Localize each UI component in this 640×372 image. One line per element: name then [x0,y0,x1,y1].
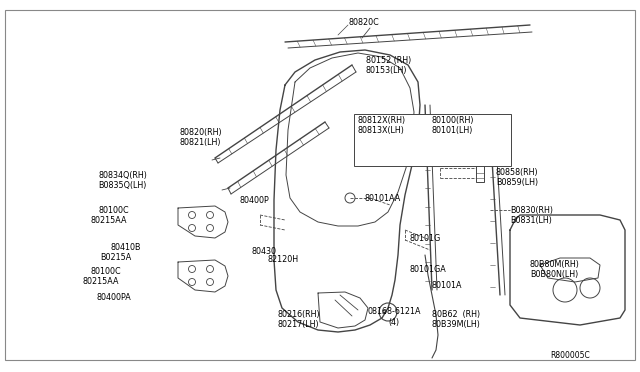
Text: 80821(LH): 80821(LH) [180,138,221,147]
Text: 80100C: 80100C [98,205,129,215]
Text: 82120H: 82120H [268,256,299,264]
Text: 80820(RH): 80820(RH) [180,128,223,137]
Text: 80B39M(LH): 80B39M(LH) [432,321,481,330]
Text: B0B80N(LH): B0B80N(LH) [530,270,579,279]
Text: 80101A: 80101A [432,280,463,289]
Text: 80858(RH): 80858(RH) [496,167,539,176]
Text: R: R [382,310,386,314]
Text: 80400PA: 80400PA [96,294,131,302]
Text: 80101G: 80101G [410,234,441,243]
Text: B0831(LH): B0831(LH) [510,215,552,224]
Text: 80430: 80430 [252,247,277,257]
Text: 08168-6121A: 08168-6121A [368,308,422,317]
Text: 80100C: 80100C [90,267,120,276]
Text: 80812X(RH): 80812X(RH) [358,115,406,125]
Text: B0830(RH): B0830(RH) [510,205,553,215]
Text: B0835Q(LH): B0835Q(LH) [98,180,147,189]
Text: B0215A: B0215A [100,253,131,263]
Text: 80820C: 80820C [349,17,380,26]
Text: (4): (4) [388,317,399,327]
Text: 80153(LH): 80153(LH) [366,65,408,74]
Text: 80215AA: 80215AA [82,278,118,286]
Text: 80B80M(RH): 80B80M(RH) [530,260,580,269]
Text: 80410B: 80410B [110,244,141,253]
Text: 80400P: 80400P [240,196,269,205]
FancyBboxPatch shape [476,164,484,182]
FancyBboxPatch shape [354,114,511,166]
Text: 80813X(LH): 80813X(LH) [358,125,405,135]
Text: 80101AA: 80101AA [365,193,401,202]
Text: 80215AA: 80215AA [90,215,127,224]
Text: 80152 (RH): 80152 (RH) [366,55,412,64]
Text: 80101GA: 80101GA [410,266,447,275]
Text: R800005C: R800005C [550,350,589,359]
Text: 80B62  (RH): 80B62 (RH) [432,311,480,320]
Text: 80100(RH): 80100(RH) [432,115,474,125]
Text: 80216(RH): 80216(RH) [278,311,321,320]
FancyBboxPatch shape [5,10,635,360]
Text: B0859(LH): B0859(LH) [496,177,538,186]
Text: 80217(LH): 80217(LH) [278,321,319,330]
Text: 80834Q(RH): 80834Q(RH) [98,170,147,180]
Text: 80101(LH): 80101(LH) [432,125,474,135]
